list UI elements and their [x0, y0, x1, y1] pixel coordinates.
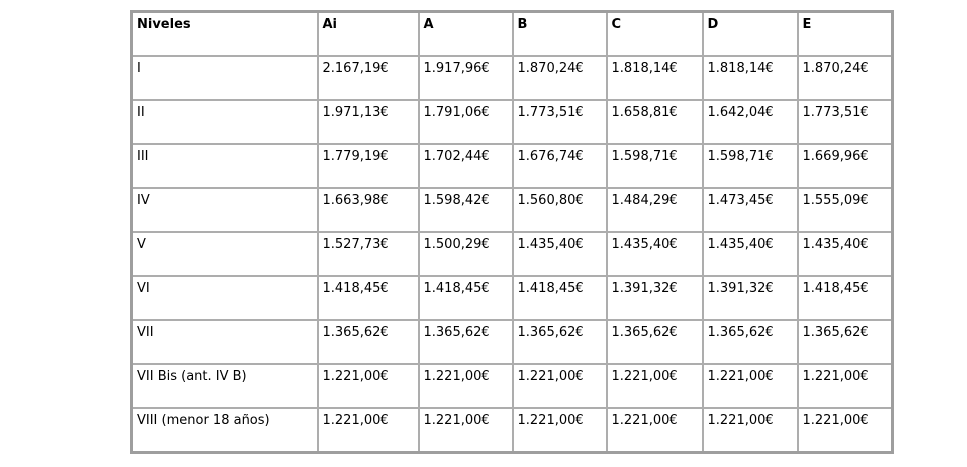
value-cell: 1.221,00€: [417, 363, 514, 409]
value-cell: 1.221,00€: [796, 363, 894, 409]
value-cell: 1.598,42€: [417, 187, 514, 233]
table-row: I 2.167,19€ 1.917,96€ 1.870,24€ 1.818,14…: [130, 55, 894, 101]
value-cell: 1.418,45€: [511, 275, 608, 321]
value-cell: 1.500,29€: [417, 231, 514, 277]
value-cell: 1.473,45€: [701, 187, 799, 233]
value-cell: 1.702,44€: [417, 143, 514, 189]
table-row: VIII (menor 18 años) 1.221,00€ 1.221,00€…: [130, 407, 894, 454]
nivel-cell: II: [130, 99, 319, 145]
value-cell: 1.527,73€: [316, 231, 420, 277]
value-cell: 1.418,45€: [417, 275, 514, 321]
nivel-cell: VIII (menor 18 años): [130, 407, 319, 454]
value-cell: 1.365,62€: [417, 319, 514, 365]
value-cell: 1.560,80€: [511, 187, 608, 233]
table-row: VII 1.365,62€ 1.365,62€ 1.365,62€ 1.365,…: [130, 319, 894, 365]
value-cell: 1.791,06€: [417, 99, 514, 145]
value-cell: 1.598,71€: [605, 143, 704, 189]
column-header-e: E: [796, 10, 894, 57]
table-row: V 1.527,73€ 1.500,29€ 1.435,40€ 1.435,40…: [130, 231, 894, 277]
value-cell: 1.435,40€: [511, 231, 608, 277]
value-cell: 1.779,19€: [316, 143, 420, 189]
value-cell: 1.555,09€: [796, 187, 894, 233]
value-cell: 1.818,14€: [701, 55, 799, 101]
value-cell: 1.663,98€: [316, 187, 420, 233]
value-cell: 1.221,00€: [701, 363, 799, 409]
value-cell: 1.870,24€: [511, 55, 608, 101]
value-cell: 1.418,45€: [316, 275, 420, 321]
value-cell: 1.365,62€: [796, 319, 894, 365]
value-cell: 1.658,81€: [605, 99, 704, 145]
column-header-a: A: [417, 10, 514, 57]
column-header-ai: Ai: [316, 10, 420, 57]
column-header-d: D: [701, 10, 799, 57]
value-cell: 1.221,00€: [701, 407, 799, 454]
table-row: II 1.971,13€ 1.791,06€ 1.773,51€ 1.658,8…: [130, 99, 894, 145]
column-header-b: B: [511, 10, 608, 57]
value-cell: 1.598,71€: [701, 143, 799, 189]
value-cell: 1.418,45€: [796, 275, 894, 321]
value-cell: 1.365,62€: [701, 319, 799, 365]
header-row: Niveles Ai A B C D E: [130, 10, 894, 57]
value-cell: 1.365,62€: [605, 319, 704, 365]
value-cell: 1.221,00€: [511, 363, 608, 409]
value-cell: 1.676,74€: [511, 143, 608, 189]
value-cell: 1.435,40€: [796, 231, 894, 277]
value-cell: 1.435,40€: [605, 231, 704, 277]
value-cell: 1.642,04€: [701, 99, 799, 145]
nivel-cell: VI: [130, 275, 319, 321]
value-cell: 1.773,51€: [511, 99, 608, 145]
column-header-niveles: Niveles: [130, 10, 319, 57]
value-cell: 1.435,40€: [701, 231, 799, 277]
value-cell: 1.773,51€: [796, 99, 894, 145]
value-cell: 1.484,29€: [605, 187, 704, 233]
value-cell: 1.221,00€: [796, 407, 894, 454]
value-cell: 2.167,19€: [316, 55, 420, 101]
value-cell: 1.391,32€: [605, 275, 704, 321]
nivel-cell: VII Bis (ant. IV B): [130, 363, 319, 409]
value-cell: 1.221,00€: [605, 407, 704, 454]
table-row: VI 1.418,45€ 1.418,45€ 1.418,45€ 1.391,3…: [130, 275, 894, 321]
value-cell: 1.365,62€: [316, 319, 420, 365]
value-cell: 1.221,00€: [417, 407, 514, 454]
nivel-cell: V: [130, 231, 319, 277]
salary-levels-table: Niveles Ai A B C D E I 2.167,19€ 1.917,9…: [130, 10, 894, 454]
value-cell: 1.221,00€: [605, 363, 704, 409]
nivel-cell: I: [130, 55, 319, 101]
value-cell: 1.221,00€: [511, 407, 608, 454]
column-header-c: C: [605, 10, 704, 57]
value-cell: 1.870,24€: [796, 55, 894, 101]
table-row: VII Bis (ant. IV B) 1.221,00€ 1.221,00€ …: [130, 363, 894, 409]
value-cell: 1.221,00€: [316, 407, 420, 454]
nivel-cell: III: [130, 143, 319, 189]
value-cell: 1.669,96€: [796, 143, 894, 189]
value-cell: 1.917,96€: [417, 55, 514, 101]
nivel-cell: VII: [130, 319, 319, 365]
value-cell: 1.365,62€: [511, 319, 608, 365]
value-cell: 1.221,00€: [316, 363, 420, 409]
value-cell: 1.971,13€: [316, 99, 420, 145]
value-cell: 1.391,32€: [701, 275, 799, 321]
nivel-cell: IV: [130, 187, 319, 233]
value-cell: 1.818,14€: [605, 55, 704, 101]
table-row: IV 1.663,98€ 1.598,42€ 1.560,80€ 1.484,2…: [130, 187, 894, 233]
table-row: III 1.779,19€ 1.702,44€ 1.676,74€ 1.598,…: [130, 143, 894, 189]
